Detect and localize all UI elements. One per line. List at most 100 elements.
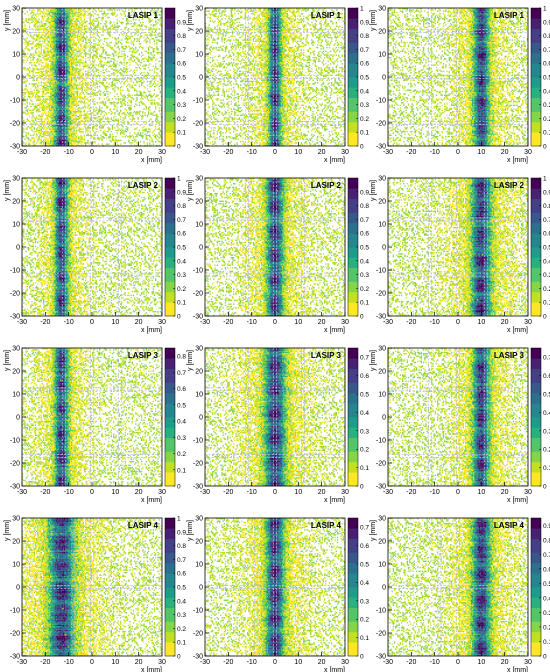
heatmap-cell <box>44 48 45 49</box>
heatmap-cell <box>47 51 48 52</box>
heatmap-cell <box>51 54 52 55</box>
heatmap-cell <box>52 51 53 52</box>
heatmap-cell <box>23 68 24 69</box>
heatmap-cell <box>43 13 44 14</box>
heatmap-cell <box>48 106 49 107</box>
heatmap-cell <box>33 71 34 72</box>
heatmap-cell <box>51 143 52 144</box>
heatmap-cell <box>30 36 31 37</box>
heatmap-cell <box>29 41 30 42</box>
heatmap-cell <box>54 126 55 127</box>
heatmap-cell <box>49 141 50 142</box>
heatmap-cell <box>54 130 55 131</box>
heatmap-cell <box>48 26 49 27</box>
heatmap-cell <box>55 27 56 28</box>
heatmap-cell <box>37 21 38 22</box>
heatmap-cell <box>33 69 34 70</box>
heatmap-cell <box>54 105 55 106</box>
heatmap-cell <box>52 87 53 88</box>
heatmap-cell <box>52 57 53 58</box>
heatmap-cell <box>40 43 41 44</box>
heatmap-cell <box>51 108 52 109</box>
heatmap-cell <box>40 102 41 103</box>
heatmap-cell <box>28 69 29 70</box>
heatmap-cell <box>52 92 53 93</box>
heatmap-cell <box>40 107 41 108</box>
heatmap-cell <box>36 90 37 91</box>
heatmap-cell <box>50 90 51 91</box>
heatmap-cell <box>43 62 44 63</box>
heatmap-cell <box>50 117 51 118</box>
heatmap-cell <box>38 76 39 77</box>
heatmap-cell <box>35 118 36 119</box>
heatmap-cell <box>51 80 52 81</box>
heatmap-cell <box>52 122 53 123</box>
heatmap-cell <box>31 76 32 77</box>
heatmap-cell <box>54 96 55 97</box>
heatmap-cell <box>50 24 51 25</box>
heatmap-cell <box>56 28 57 29</box>
heatmap-cell <box>50 27 51 28</box>
heatmap-cell <box>49 106 50 107</box>
heatmap-cell <box>26 47 27 48</box>
heatmap-cell <box>37 68 38 69</box>
heatmap-cell <box>40 106 41 107</box>
heatmap-cell <box>55 100 56 101</box>
heatmap-cell <box>27 31 28 32</box>
heatmap-cell <box>57 57 58 58</box>
heatmap-cell <box>37 58 38 59</box>
heatmap-cell <box>34 141 35 142</box>
heatmap-cell <box>47 106 48 107</box>
heatmap-cell <box>57 97 58 98</box>
heatmap-cell <box>56 29 57 30</box>
heatmap-cell <box>54 132 55 133</box>
heatmap-cell <box>37 59 38 60</box>
heatmap-cell <box>51 88 52 89</box>
heatmap-cell <box>47 92 48 93</box>
heatmap-cell <box>43 18 44 19</box>
heatmap-cell <box>57 52 58 53</box>
heatmap-cell <box>45 137 46 138</box>
heatmap-cell <box>48 81 49 82</box>
heatmap-cell <box>52 108 53 109</box>
heatmap-cell <box>52 115 53 116</box>
heatmap-cell <box>55 36 56 37</box>
heatmap-cell <box>44 90 45 91</box>
heatmap-cell <box>47 68 48 69</box>
heatmap-cell <box>35 21 36 22</box>
heatmap-cell <box>49 142 50 143</box>
heatmap-cell <box>37 140 38 141</box>
heatmap-cell <box>33 21 34 22</box>
heatmap-cell <box>47 82 48 83</box>
heatmap-cell <box>45 102 46 103</box>
heatmap-cell <box>47 44 48 45</box>
heatmap-cell <box>57 120 58 121</box>
heatmap-cell <box>52 27 53 28</box>
heatmap-cell <box>54 59 55 60</box>
heatmap-cell <box>54 11 55 12</box>
heatmap-cell <box>45 24 46 25</box>
heatmap-cell <box>47 9 48 10</box>
heatmap-cell <box>52 21 53 22</box>
heatmap-cell <box>34 83 35 84</box>
heatmap-cell <box>48 112 49 113</box>
heatmap-cell <box>35 66 36 67</box>
heatmap-cell <box>28 19 29 20</box>
heatmap-cell <box>36 83 37 84</box>
heatmap-cell <box>52 64 53 65</box>
heatmap-cell <box>42 102 43 103</box>
heatmap-cell <box>37 141 38 142</box>
heatmap-cell <box>34 108 35 109</box>
heatmap-cell <box>35 23 36 24</box>
heatmap-cell <box>57 137 58 138</box>
heatmap-cell <box>38 125 39 126</box>
heatmap-cell <box>29 43 30 44</box>
heatmap-cell <box>50 132 51 133</box>
heatmap-cell <box>54 66 55 67</box>
heatmap-cell <box>55 76 56 77</box>
heatmap-cell <box>47 132 48 133</box>
heatmap-cell <box>35 95 36 96</box>
heatmap-cell <box>55 107 56 108</box>
heatmap-cell <box>31 92 32 93</box>
heatmap-cell <box>31 16 32 17</box>
